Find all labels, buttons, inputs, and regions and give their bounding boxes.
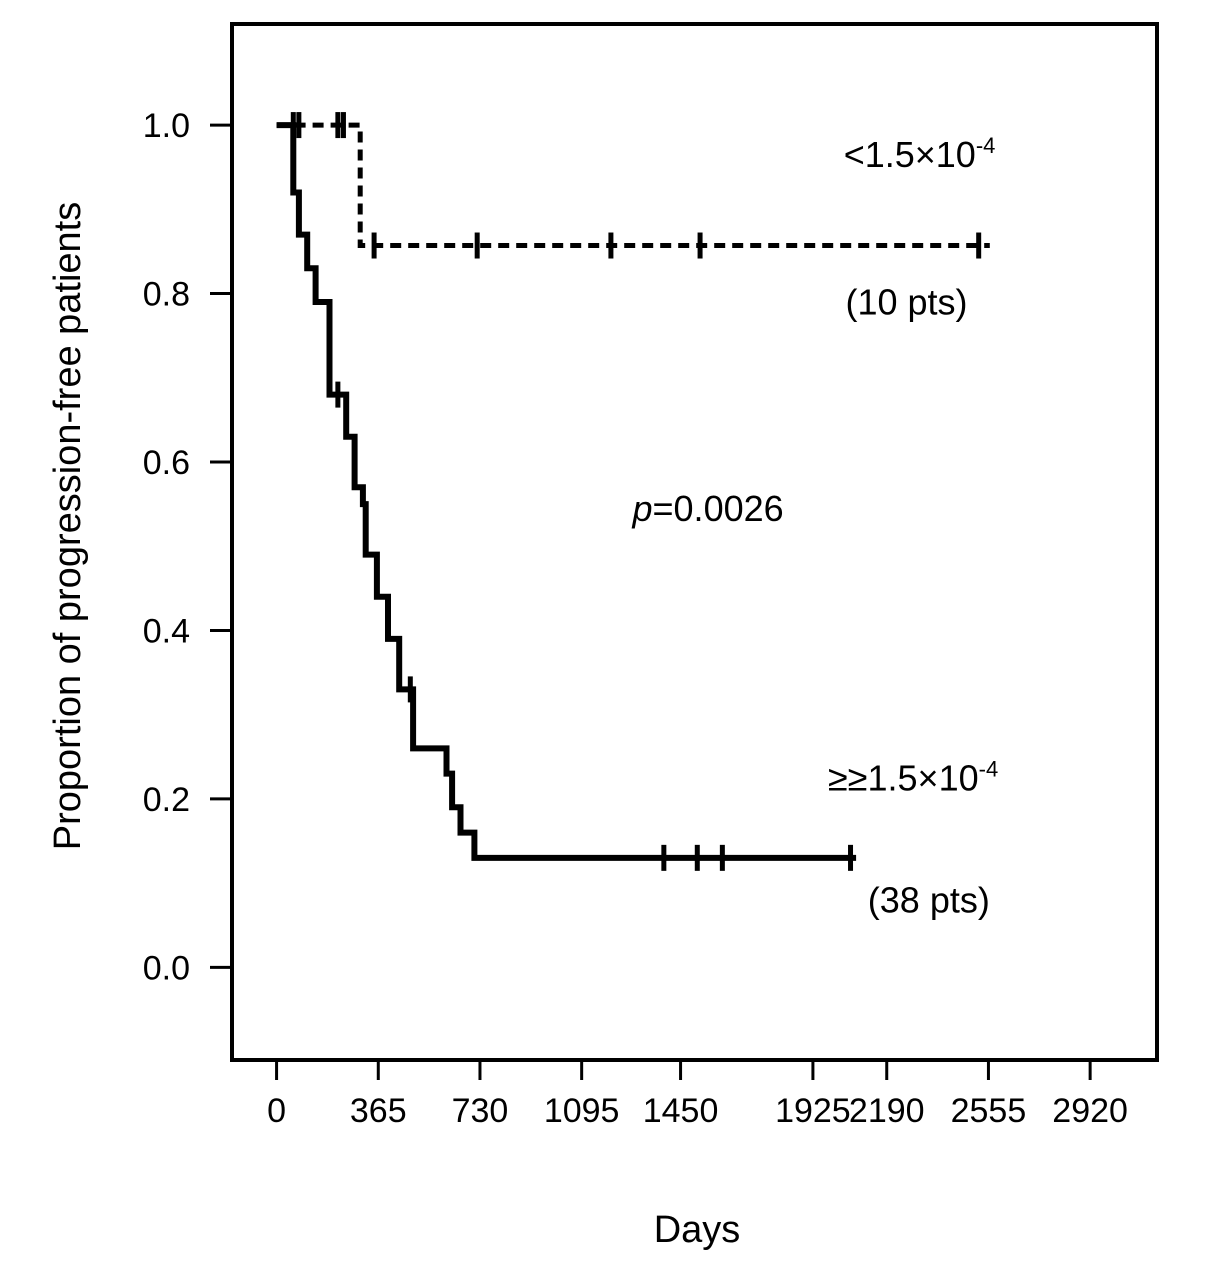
x-axis-title: Days bbox=[654, 1209, 741, 1251]
x-tick-label: 730 bbox=[452, 1092, 509, 1130]
annotation-2: (10 pts) bbox=[845, 282, 967, 323]
x-tick-label: 1925 bbox=[775, 1092, 851, 1130]
y-tick-label: 0.4 bbox=[143, 612, 190, 650]
x-tick-label: 2190 bbox=[849, 1092, 925, 1130]
y-tick-label: 0.6 bbox=[143, 444, 190, 482]
series-layer bbox=[276, 112, 990, 871]
annotation-3: p=0.0026 bbox=[631, 488, 783, 529]
series-line-2 bbox=[276, 122, 857, 861]
x-tick-label: 2555 bbox=[951, 1092, 1027, 1130]
x-tick-label: 1450 bbox=[643, 1092, 719, 1130]
y-tick-label: 0.2 bbox=[143, 781, 190, 819]
annotation-4: ≥≥1.5×10-4 bbox=[828, 756, 998, 798]
x-tick-label: 2920 bbox=[1052, 1092, 1128, 1130]
annotation-layer: <1.5×10-4 (10 pts) p=0.0026 ≥≥1.5×10-4 (38 p… bbox=[631, 133, 998, 920]
y-axis-title: Proportion of progression-free patients bbox=[47, 202, 89, 850]
annotation-1: <1.5×10-4 bbox=[844, 133, 996, 175]
x-tick-label: 1095 bbox=[544, 1092, 620, 1130]
y-tick-label: 0.0 bbox=[143, 949, 190, 987]
y-axis: 0.0 0.2 0.4 0.6 0.8 1.0 bbox=[143, 107, 232, 987]
x-tick-label: 365 bbox=[350, 1092, 407, 1130]
y-tick-label: 1.0 bbox=[143, 107, 190, 145]
series-line-1 bbox=[276, 122, 990, 248]
y-tick-label: 0.8 bbox=[143, 276, 190, 314]
annotation-5: (38 pts) bbox=[868, 880, 990, 921]
plot-frame bbox=[230, 22, 1159, 1062]
x-tick-label: 0 bbox=[267, 1092, 286, 1130]
